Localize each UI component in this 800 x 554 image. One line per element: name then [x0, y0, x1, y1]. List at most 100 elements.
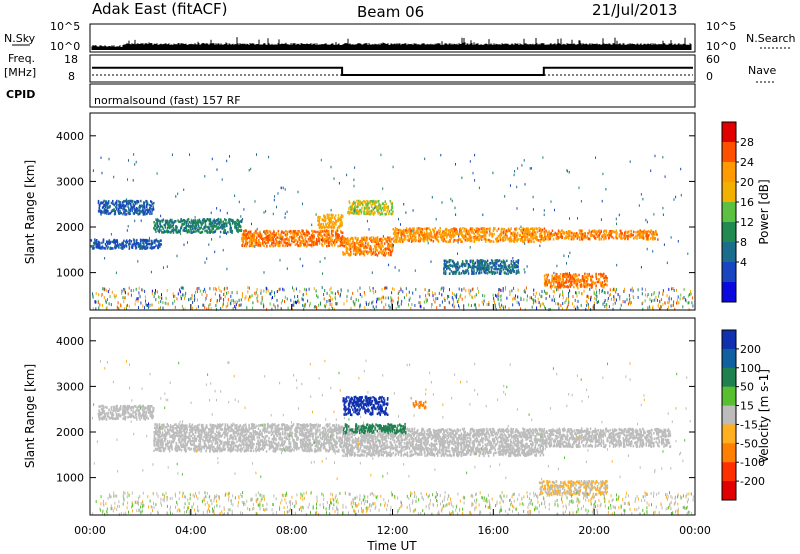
cpid-label: CPID: [6, 88, 35, 101]
freq-tick-top: 18: [64, 53, 78, 66]
time-axis: 00:00 04:00 08:00 12:00 16:00 20:00 00:00: [74, 304, 711, 537]
velocity-colorbar: 200 100 50 15 -15 -50 -100 -200: [721, 329, 765, 501]
velocity-swatch-7: [722, 462, 736, 482]
power-cb-label-4: 12: [740, 216, 754, 229]
power-ytick-label-3000: 3000: [56, 175, 84, 188]
power-band-4: [317, 213, 344, 230]
power-cb-label-0: 28: [740, 136, 754, 149]
velocity-swatch-3: [722, 386, 736, 407]
power-cb-label-2: 20: [740, 176, 754, 189]
power-band-8: [543, 272, 608, 289]
velocity-cb-label-2: 50: [740, 381, 754, 394]
velocity-swatch-4: [722, 405, 736, 425]
xtick-label-0: 00:00: [74, 524, 106, 537]
power-colorbar: 28 24 20 16 12 8 4: [721, 121, 754, 303]
power-band-1: [90, 238, 162, 250]
power-cb-label-5: 8: [740, 236, 747, 249]
velocity-colorbar-label: Velocity [m s-1]: [757, 369, 771, 463]
nave-tick-bottom: 0: [706, 70, 713, 83]
power-ytick-label-4000: 4000: [56, 130, 84, 143]
power-cb-label-6: 4: [740, 256, 747, 269]
power-band-9: [543, 229, 659, 241]
near-range-scatter: [92, 153, 694, 311]
power-colorbar-frame: [721, 121, 737, 303]
velocity-cb-label-1: 100: [740, 362, 761, 375]
velocity-band-7: [538, 479, 609, 497]
nave-label: Nave: [748, 64, 776, 77]
velocity-swatch-8: [722, 481, 736, 501]
time-axis-label: Time UT: [366, 539, 417, 553]
power-band-0: [97, 199, 155, 216]
cpid-frame: [89, 83, 696, 108]
xtick-label-3: 12:00: [377, 524, 409, 537]
velocity-swatch-2: [722, 367, 736, 388]
near-range-scatter: [92, 359, 694, 516]
velocity-band-3: [543, 427, 672, 449]
power-swatch-1: [722, 142, 736, 163]
power-ytick-label-2000: 2000: [56, 221, 84, 234]
power-swatch-5: [722, 222, 736, 243]
power-data: [90, 153, 694, 311]
nsearch-tick-top: 10^5: [706, 20, 736, 33]
velocity-ytick-label-3000: 3000: [56, 380, 84, 393]
velocity-swatch-1: [722, 348, 736, 369]
velocity-swatch-6: [722, 443, 736, 463]
velocity-plot-bg: [90, 318, 695, 515]
power-swatch-0: [722, 122, 736, 143]
power-yaxis: 1000 2000 3000 4000: [56, 130, 695, 280]
freq-label: Freq.: [8, 52, 35, 65]
xtick-label-2: 08:00: [276, 524, 308, 537]
nsky-label: N.Sky: [4, 32, 36, 45]
velocity-cb-label-5: -50: [740, 437, 758, 450]
velocity-band-5: [342, 422, 407, 435]
power-ylabel: Slant Range [km]: [23, 160, 37, 264]
velocity-swatch-0: [722, 330, 736, 350]
power-colorbar-label: Power [dB]: [757, 179, 771, 244]
velocity-band-2: [342, 427, 546, 458]
power-swatch-6: [722, 242, 736, 263]
freq-frame: [89, 54, 696, 83]
date-title: 21/Jul/2013: [592, 1, 677, 19]
velocity-cb-label-7: -200: [740, 475, 765, 488]
velocity-ytick-label-2000: 2000: [56, 426, 84, 439]
velocity-data: [92, 359, 694, 516]
xtick-label-6: 00:00: [679, 524, 711, 537]
nsearch-tick-bottom: 10^0: [706, 40, 736, 53]
freq-unit-label: [MHz]: [4, 66, 36, 79]
power-cb-label-3: 16: [740, 196, 754, 209]
nsearch-label: N.Search: [746, 32, 796, 45]
nsky-tick-bottom: 10^0: [50, 40, 80, 53]
power-swatch-8: [722, 282, 736, 303]
velocity-cb-label-3: 15: [740, 400, 754, 413]
velocity-cb-label-4: -15: [740, 418, 758, 431]
power-swatch-4: [722, 202, 736, 223]
velocity-colorbar-frame: [721, 329, 737, 501]
xtick-label-1: 04:00: [175, 524, 207, 537]
nsky-noise: [91, 37, 692, 50]
power-band-6: [347, 199, 394, 216]
velocity-ytick-label-1000: 1000: [56, 472, 84, 485]
freq-tick-bottom: 8: [68, 70, 75, 83]
nsky-frame: [89, 23, 696, 53]
power-swatch-3: [722, 182, 736, 203]
xtick-label-4: 16:00: [477, 524, 509, 537]
velocity-ytick-label-4000: 4000: [56, 335, 84, 348]
power-band-7: [392, 227, 546, 244]
power-ytick-label-1000: 1000: [56, 267, 84, 280]
velocity-cb-label-0: 200: [740, 343, 761, 356]
velocity-cb-label-6: -100: [740, 456, 765, 469]
freq-trace: [92, 66, 693, 76]
power-band-10: [443, 259, 520, 276]
nsky-trace: [91, 37, 692, 50]
power-band-5: [342, 236, 394, 257]
beam-title: Beam 06: [357, 3, 424, 21]
cpid-text: normalsound (fast) 157 RF: [94, 94, 241, 107]
power-cb-label-1: 24: [740, 156, 754, 169]
velocity-band-4: [342, 395, 389, 417]
velocity-yaxis: 1000 2000 3000 4000: [56, 335, 695, 485]
velocity-ylabel: Slant Range [km]: [23, 364, 37, 468]
velocity-band-0: [97, 404, 155, 421]
nsky-tick-top: 10^5: [50, 20, 80, 33]
power-swatch-2: [722, 162, 736, 183]
